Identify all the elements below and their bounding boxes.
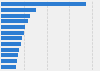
Bar	[1, 2, 86, 6]
Bar	[1, 8, 36, 12]
Bar	[1, 48, 20, 52]
Bar	[1, 25, 26, 29]
Bar	[1, 42, 21, 46]
Bar	[1, 36, 22, 40]
Bar	[1, 53, 18, 57]
Bar	[1, 19, 28, 23]
Bar	[1, 31, 24, 35]
Bar	[1, 59, 17, 63]
Bar	[1, 65, 16, 69]
Bar	[1, 14, 30, 18]
